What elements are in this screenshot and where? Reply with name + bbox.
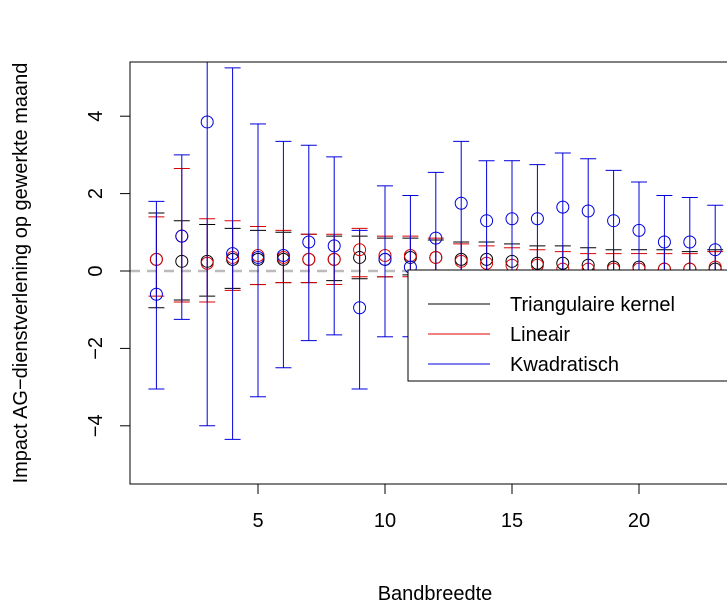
- estimate-point: [632, 223, 646, 237]
- estimate-point: [276, 249, 290, 263]
- series-kwadratisch: [148, 62, 724, 440]
- estimate-point: [708, 243, 722, 257]
- y-tick-label: 0: [85, 265, 107, 276]
- x-tick-label: 5: [252, 510, 263, 532]
- data-point-kwadratisch: [275, 140, 292, 369]
- y-axis-label: Impact AG−dienstverlening op gewerkte ma…: [10, 63, 32, 484]
- data-point-kwadratisch: [580, 158, 597, 274]
- y-tick-label: 2: [85, 188, 107, 199]
- estimate-point: [353, 301, 367, 315]
- y-tick-label: −4: [85, 414, 107, 437]
- y-tick-label: 4: [85, 111, 107, 122]
- x-axis-label: Bandbreedte: [378, 583, 493, 605]
- estimate-point: [505, 212, 519, 226]
- y-tick-label: −2: [85, 337, 107, 360]
- x-tick-label: 20: [628, 510, 650, 532]
- legend-label-triangulaire: Triangulaire kernel: [510, 294, 675, 316]
- estimate-point: [200, 115, 214, 129]
- estimate-point: [581, 204, 595, 218]
- estimate-point: [556, 200, 570, 214]
- estimate-point: [378, 252, 392, 266]
- estimate-point: [657, 235, 671, 249]
- legend-label-kwadratisch: Kwadratisch: [510, 354, 619, 376]
- estimate-point: [454, 196, 468, 210]
- estimate-point: [480, 214, 494, 228]
- estimate-point: [149, 287, 163, 301]
- data-point-kwadratisch: [148, 200, 165, 390]
- x-tick-label: 15: [501, 510, 523, 532]
- x-axis: 5 10 15 20: [252, 483, 650, 532]
- estimate-point: [429, 231, 443, 245]
- estimate-point: [683, 235, 697, 249]
- data-point-kwadratisch: [224, 67, 241, 440]
- legend: Triangulaire kernel Lineair Kwadratisch: [407, 269, 727, 382]
- estimate-point: [302, 235, 316, 249]
- estimate-point: [226, 247, 240, 261]
- data-point-kwadratisch: [351, 229, 368, 390]
- data-point-kwadratisch: [199, 62, 216, 427]
- estimate-point: [607, 214, 621, 228]
- data-point-kwadratisch: [377, 185, 393, 338]
- y-axis: −4 −2 0 2 4: [85, 111, 131, 437]
- legend-label-lineair: Lineair: [510, 324, 570, 346]
- legend-box: [407, 269, 727, 382]
- estimate-point: [175, 229, 189, 243]
- x-tick-label: 10: [374, 510, 396, 532]
- data-point-kwadratisch: [173, 154, 190, 320]
- data-point-kwadratisch: [300, 144, 317, 342]
- estimate-point: [530, 212, 544, 226]
- data-point-kwadratisch: [250, 123, 266, 398]
- estimate-point: [327, 239, 341, 253]
- estimate-point: [251, 250, 265, 264]
- data-point-kwadratisch: [326, 156, 343, 336]
- data-point-kwadratisch: [554, 152, 571, 276]
